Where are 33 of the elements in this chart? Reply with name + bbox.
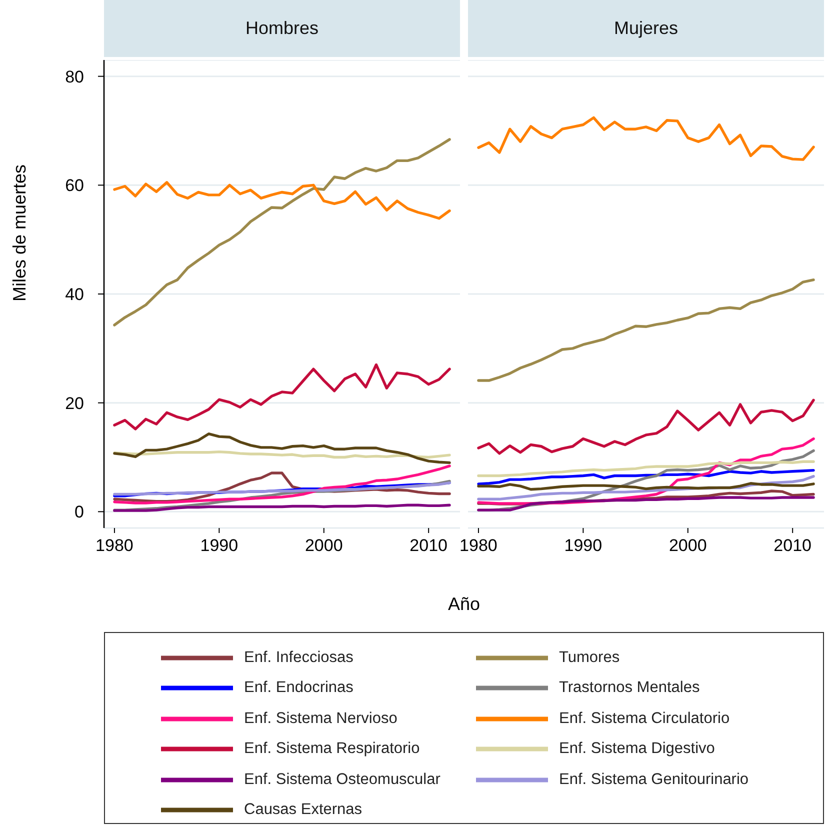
legend-label: Trastornos Mentales [559,679,700,698]
x-tick-label: 1990 [564,536,602,556]
legend-label: Causas Externas [244,801,362,819]
line-series [113,464,451,504]
y-tick-label: 20 [65,394,84,413]
x-tick-label: 2010 [410,536,448,556]
legend-label: Enf. Sistema Respiratorio [244,740,420,758]
chart-title: Hombres [104,0,460,57]
x-tick-label: 1980 [96,536,134,556]
legend-label: Enf. Infecciosas [244,649,354,667]
legend-label: Enf. Sistema Genitourinario [559,770,749,789]
x-tick-label: 2010 [774,536,812,556]
line-series [113,363,451,430]
y-tick-label: 60 [65,176,84,196]
x-tick-label: 2000 [668,536,707,556]
y-tick-label: 0 [74,502,84,522]
legend-label: Enf. Sistema Circulatorio [559,710,730,728]
x-tick-label: 2000 [304,536,343,556]
x-tick-label: 1980 [460,536,498,556]
chart-title: Mujeres [468,0,824,57]
y-tick-label: 80 [65,67,84,86]
y-tick-label: 40 [65,285,84,304]
legend-label: Enf. Sistema Nervioso [244,710,398,728]
x-tick-label: 1990 [200,536,238,556]
line-series [113,181,451,220]
legend-label: Enf. Sistema Digestivo [559,740,715,758]
x-axis-title: Año [446,594,482,615]
legend-label: Tumores [559,649,620,667]
line-series [113,432,451,464]
y-axis-title: Miles de muertes [10,164,30,302]
line-series [113,138,451,326]
legend-label: Enf. Sistema Osteomuscular [244,770,440,789]
legend-label: Enf. Endocrinas [244,679,354,698]
